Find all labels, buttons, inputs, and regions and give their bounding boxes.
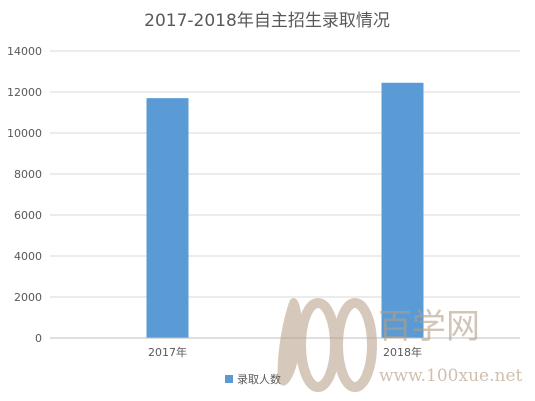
watermark-name: 百学网: [378, 307, 480, 347]
y-tick-label: 12000: [7, 86, 42, 99]
bar: [381, 82, 424, 339]
y-tick-label: 14000: [7, 45, 42, 58]
bars: [146, 82, 424, 339]
legend-swatch: [225, 375, 233, 383]
watermark: 百学网 www.100xue.net: [277, 298, 522, 392]
x-tick-label: 2017年: [148, 345, 187, 359]
y-axis-ticks: 0 2000 4000 6000 8000 10000 12000 14000: [7, 45, 42, 345]
watermark-logo: [277, 298, 377, 392]
legend-label: 录取人数: [237, 373, 281, 386]
y-tick-label: 10000: [7, 127, 42, 140]
chart-title: 2017-2018年自主招生录取情况: [144, 11, 390, 31]
watermark-url: www.100xue.net: [379, 366, 522, 386]
y-tick-label: 8000: [14, 168, 42, 181]
bar: [146, 98, 189, 339]
x-axis-ticks: 2017年 2018年: [148, 345, 422, 359]
y-tick-label: 2000: [14, 291, 42, 304]
legend: 录取人数: [225, 373, 281, 386]
gridlines: [50, 50, 520, 298]
y-tick-label: 0: [35, 332, 42, 345]
x-tick-label: 2018年: [383, 345, 422, 359]
y-tick-label: 6000: [14, 209, 42, 222]
y-tick-label: 4000: [14, 250, 42, 263]
